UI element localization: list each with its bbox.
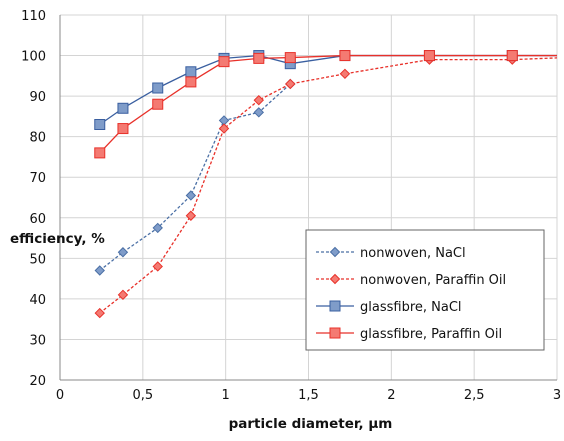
x-tick-label: 0: [56, 388, 64, 403]
data-point-3: [253, 52, 265, 64]
series-line-1: [99, 57, 557, 314]
legend-box: [305, 229, 545, 351]
legend-label: nonwoven, Paraffin Oil: [360, 273, 506, 288]
data-point-3: [284, 52, 296, 64]
data-point-2: [152, 82, 164, 94]
data-point-0: [253, 107, 265, 118]
y-tick-label: 80: [29, 131, 46, 146]
legend-marker: [329, 273, 341, 285]
data-point-3: [218, 56, 230, 68]
y-tick-label: 20: [29, 374, 46, 389]
plot-series-group: [94, 50, 564, 319]
x-tick-label: 0,5: [132, 388, 153, 403]
x-tick-label: 1,5: [298, 388, 319, 403]
x-axis-title: particle diameter, µm: [229, 416, 393, 432]
legend-marker: [329, 300, 341, 312]
legend-label: nonwoven, NaCl: [360, 246, 466, 261]
data-point-2: [94, 119, 106, 130]
y-tick-label: 40: [29, 293, 46, 308]
data-point-1: [285, 78, 296, 90]
legend: nonwoven, NaCl nonwoven, Paraffin Oil glas…: [305, 229, 545, 351]
data-point-1: [94, 307, 105, 319]
data-point-2: [185, 66, 197, 78]
data-point-3: [506, 50, 518, 62]
legend-marker: [329, 246, 341, 258]
x-tick-label: 2: [387, 388, 395, 403]
data-point-3: [423, 50, 435, 62]
data-point-1: [253, 94, 265, 106]
data-point-1: [152, 261, 163, 272]
y-tick-label: 70: [29, 171, 46, 186]
data-point-1: [339, 68, 351, 80]
data-point-0: [152, 222, 163, 234]
data-point-3: [185, 76, 197, 88]
data-point-0: [185, 190, 197, 201]
data-point-3: [152, 98, 164, 110]
y-axis-title: efficiency, %: [10, 231, 105, 247]
legend-label: glassfibre, Paraffin Oil: [360, 327, 502, 342]
x-tick-label: 3: [553, 388, 561, 403]
data-point-1: [185, 210, 197, 221]
y-tick-label: 110: [21, 9, 46, 24]
legend-marker: [329, 327, 341, 339]
data-point-2: [117, 102, 129, 114]
data-point-1: [218, 123, 230, 134]
y-tick-label: 60: [29, 212, 46, 227]
y-tick-label: 100: [21, 50, 46, 65]
y-tick-label: 30: [29, 333, 46, 348]
x-tick-label: 1: [222, 388, 230, 403]
data-point-1: [117, 289, 129, 301]
y-tick-label: 90: [29, 90, 46, 105]
data-point-2: [560, 51, 564, 61]
data-point-0: [94, 265, 105, 276]
y-tick-label: 50: [29, 252, 46, 267]
x-tick-label: 2,5: [464, 388, 485, 403]
data-point-3: [339, 50, 351, 62]
data-point-0: [117, 247, 129, 258]
data-point-3: [117, 123, 129, 135]
legend-label: glassfibre, NaCl: [360, 300, 462, 315]
data-point-3: [94, 147, 106, 159]
data-point-3: [560, 51, 564, 61]
